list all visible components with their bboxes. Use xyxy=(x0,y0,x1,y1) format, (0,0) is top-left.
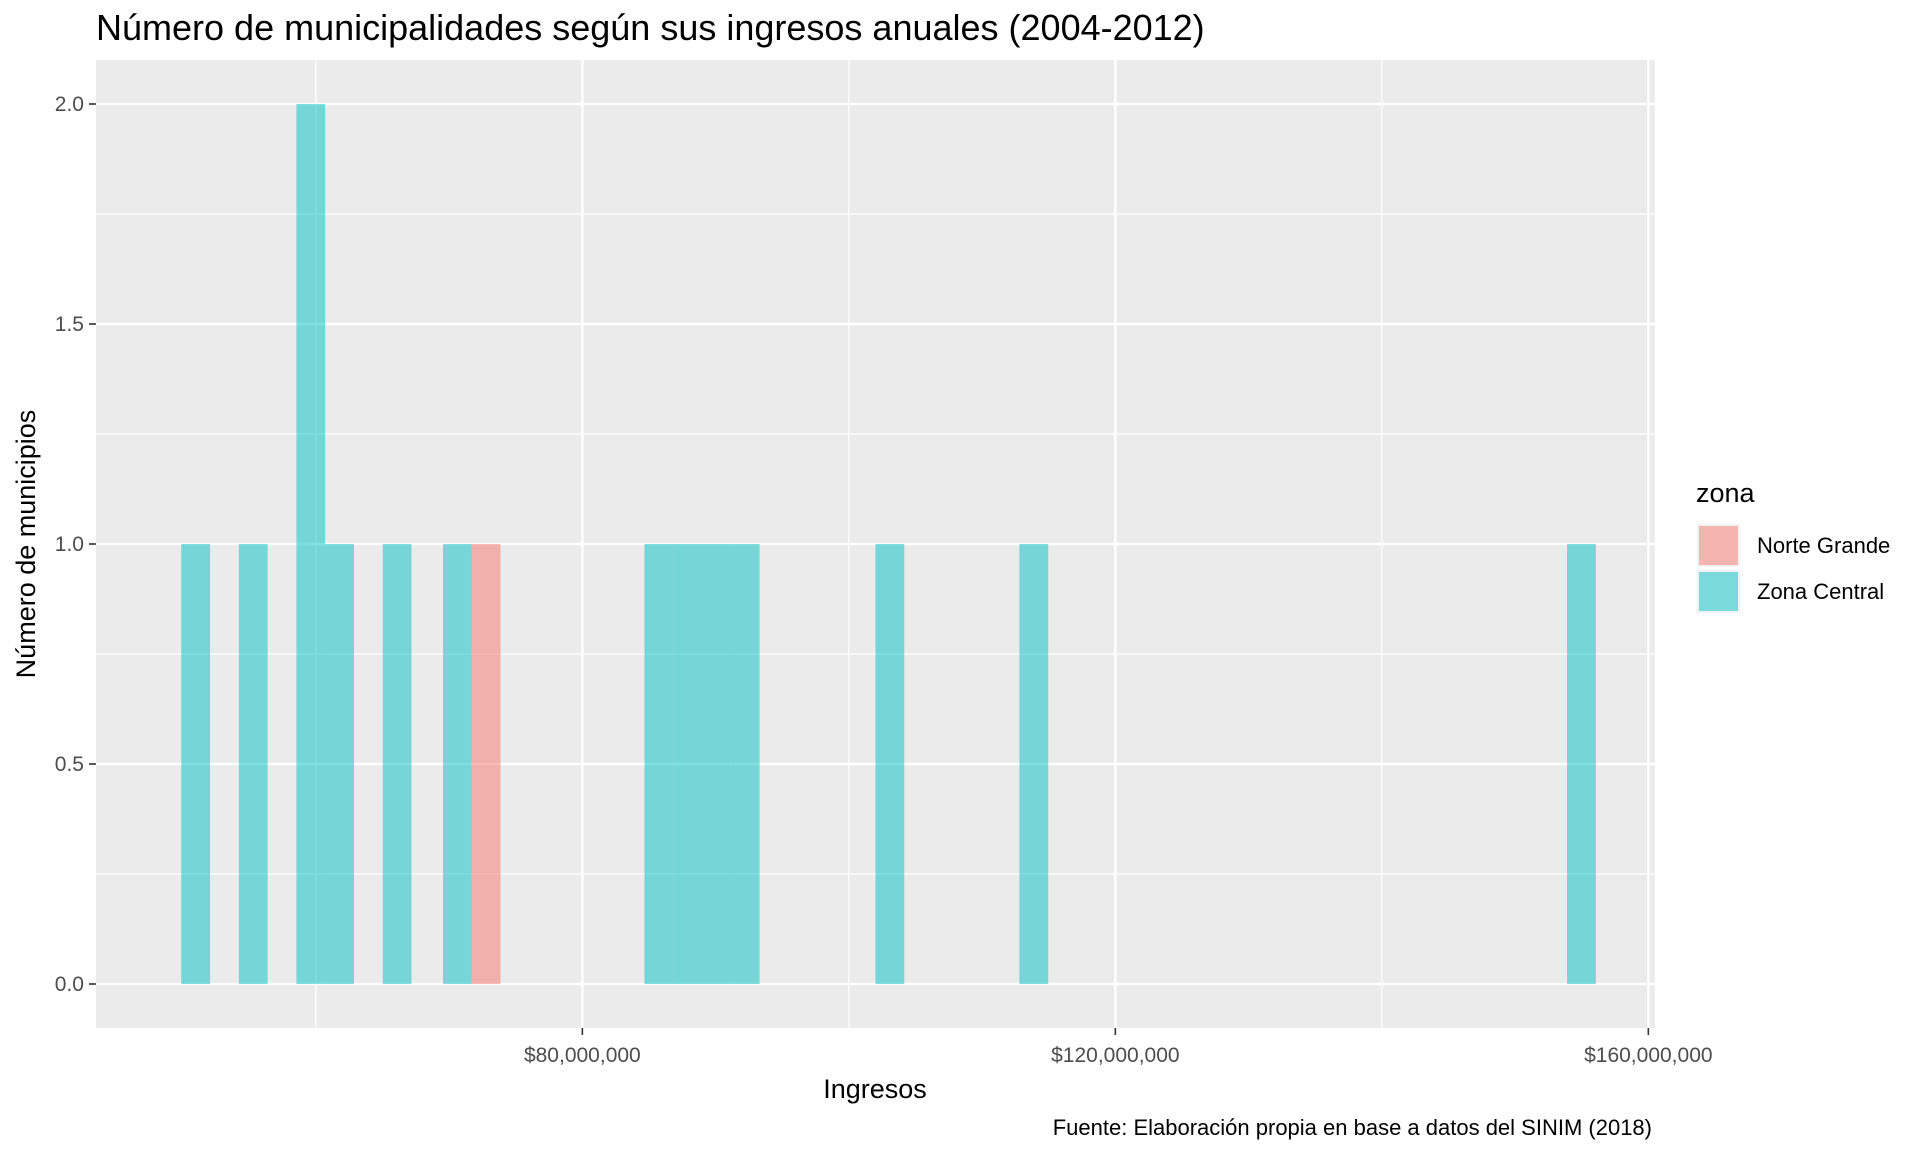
chart-caption: Fuente: Elaboración propia en base a dat… xyxy=(1053,1115,1652,1140)
y-tick-label: 1.5 xyxy=(55,313,84,336)
legend-label: Norte Grande xyxy=(1757,533,1890,558)
histogram-bar xyxy=(875,544,905,984)
histogram-bar xyxy=(325,544,354,984)
histogram-bar xyxy=(702,544,731,984)
chart-title: Número de municipalidades según sus ingr… xyxy=(96,7,1205,48)
histogram-bar xyxy=(181,544,211,984)
histogram-bar xyxy=(471,544,501,984)
histogram-bar xyxy=(1567,544,1596,984)
legend-entries: Norte Grande Zona Central xyxy=(1697,524,1890,613)
histogram-bar xyxy=(238,544,268,984)
y-tick-label: 2.0 xyxy=(55,93,84,116)
y-tick-label: 0.5 xyxy=(55,753,84,776)
histogram-bar xyxy=(382,544,412,984)
legend-title: zona xyxy=(1696,478,1756,508)
histogram-bar xyxy=(1019,544,1049,984)
y-axis: 0.0 0.5 1.0 1.5 2.0 xyxy=(55,93,96,996)
histogram-bar xyxy=(644,544,674,984)
x-tick-label: $160,000,000 xyxy=(1584,1044,1712,1067)
x-axis-title: Ingresos xyxy=(823,1074,927,1104)
histogram-bar xyxy=(442,544,472,984)
histogram-bar xyxy=(296,104,326,984)
y-tick-label: 0.0 xyxy=(55,973,84,996)
legend-label: Zona Central xyxy=(1757,579,1884,604)
histogram-bars xyxy=(181,104,1596,984)
legend: zona Norte Grande Zona Central xyxy=(1696,478,1890,613)
x-tick-label: $80,000,000 xyxy=(524,1044,641,1067)
legend-swatch xyxy=(1699,526,1738,565)
x-tick-label: $120,000,000 xyxy=(1051,1044,1179,1067)
x-axis: $80,000,000 $120,000,000 $160,000,000 xyxy=(524,1028,1713,1067)
legend-swatch xyxy=(1699,572,1738,611)
histogram-bar xyxy=(673,544,703,984)
histogram-bar xyxy=(730,544,760,984)
y-tick-label: 1.0 xyxy=(55,533,84,556)
y-axis-title: Número de municipios xyxy=(11,410,41,679)
